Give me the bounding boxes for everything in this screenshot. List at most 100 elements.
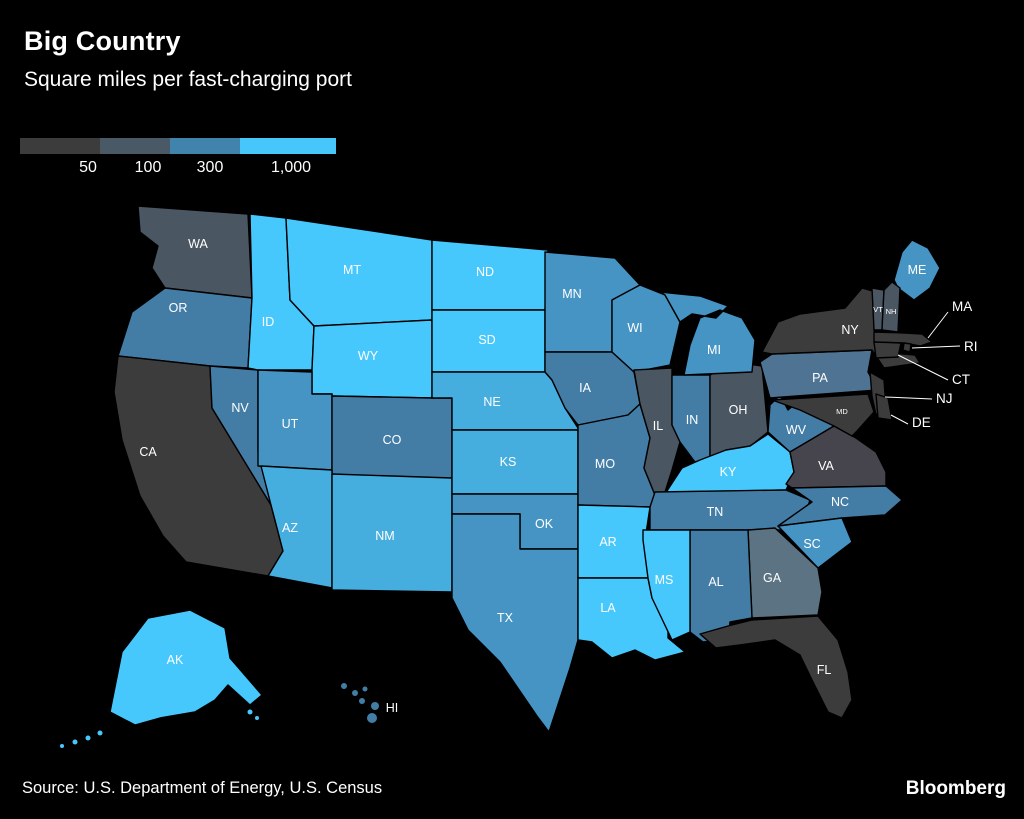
state-label-NM: NM [375, 529, 394, 543]
state-DE [875, 393, 893, 421]
state-label-OR: OR [169, 301, 188, 315]
leader-line-ct [897, 354, 949, 381]
state-AZ [260, 465, 333, 589]
state-label-TN: TN [707, 505, 724, 519]
state-label-MI: MI [707, 343, 721, 357]
hi-island [352, 690, 358, 696]
bloomberg-logo: Bloomberg [905, 778, 1006, 799]
state-label-NV: NV [231, 401, 249, 415]
state-label-MT: MT [343, 263, 361, 277]
state-AK [109, 609, 263, 726]
state-label-LA: LA [600, 601, 616, 615]
state-label-AZ: AZ [282, 521, 298, 535]
state-label-AL: AL [708, 575, 723, 589]
state-label-VT: VT [873, 305, 883, 314]
leader-line-ri [911, 345, 961, 349]
state-shapes [60, 205, 941, 748]
state-label-GA: GA [763, 571, 782, 585]
hi-island [362, 686, 368, 692]
state-label-SC: SC [803, 537, 820, 551]
legend-label-300: 300 [196, 159, 224, 176]
hi-island [371, 702, 379, 710]
state-label-SD: SD [478, 333, 495, 347]
state-SC [777, 517, 853, 569]
state-label-ND: ND [476, 265, 494, 279]
ak-aleutian-island [97, 730, 103, 736]
state-WA [137, 205, 253, 299]
state-label-KY: KY [720, 465, 737, 479]
leader-line-de [890, 414, 909, 425]
state-label-AK: AK [167, 653, 184, 667]
state-label-ME: ME [908, 263, 927, 277]
state-label-IA: IA [579, 381, 591, 395]
state-label-IL: IL [653, 419, 663, 433]
state-label-MD: MD [836, 407, 848, 416]
state-label-WV: WV [786, 423, 807, 437]
state-MI [659, 291, 756, 376]
state-label-CT-ext: CT [952, 372, 970, 387]
hi-island [367, 713, 377, 723]
state-OR [117, 287, 253, 369]
legend-swatch-dark [100, 138, 170, 154]
state-label-OK: OK [535, 517, 554, 531]
state-label-DE-ext: DE [912, 415, 931, 430]
legend-label-100: 100 [134, 159, 162, 176]
state-NC [777, 485, 903, 527]
state-label-IN: IN [686, 413, 699, 427]
state-label-NC: NC [831, 495, 849, 509]
state-MS [642, 529, 691, 641]
state-label-MO: MO [595, 457, 615, 471]
state-label-WA: WA [188, 237, 208, 251]
state-TX [451, 513, 579, 733]
ak-southeast-island [247, 709, 253, 715]
page-subtitle: Square miles per fast-charging port [24, 68, 352, 91]
state-label-RI-ext: RI [964, 339, 978, 354]
state-label-WI: WI [627, 321, 642, 335]
state-label-PA: PA [812, 371, 828, 385]
state-label-NE: NE [483, 395, 500, 409]
state-UT [257, 369, 333, 471]
ak-aleutian-island [72, 739, 78, 745]
state-CT [873, 341, 902, 359]
state-label-AR: AR [599, 535, 616, 549]
state-FL [699, 615, 853, 719]
ak-aleutian-island [85, 735, 91, 741]
legend-bar [20, 138, 336, 154]
state-label-NY: NY [841, 323, 859, 337]
hi-island [341, 683, 347, 689]
state-NH [881, 281, 901, 333]
state-label-MS: MS [655, 573, 674, 587]
state-label-ID: ID [262, 315, 275, 329]
state-label-MN: MN [562, 287, 581, 301]
legend-label-50: 50 [79, 159, 97, 176]
state-label-MA-ext: MA [952, 299, 972, 314]
state-label-UT: UT [282, 417, 299, 431]
state-label-VA: VA [818, 459, 834, 473]
state-WI [611, 284, 681, 373]
state-RI [902, 342, 912, 353]
ak-southeast-island [255, 716, 259, 720]
state-label-HI: HI [386, 701, 399, 715]
state-label-OH: OH [729, 403, 748, 417]
leader-lines [884, 311, 961, 425]
color-legend: 50 100 300 1,000 [20, 138, 336, 181]
state-label-TX: TX [497, 611, 514, 625]
hi-island [359, 698, 365, 704]
state-labels: WA OR CA NV ID MT WY UT CO AZ NM ND SD N… [139, 237, 977, 715]
state-label-CO: CO [383, 433, 402, 447]
legend-labels: 50 100 300 1,000 [20, 159, 336, 181]
state-label-NH: NH [886, 307, 897, 316]
legend-swatch-light [240, 138, 336, 154]
state-ME [893, 239, 941, 301]
state-MD [771, 393, 875, 437]
state-label-KS: KS [500, 455, 517, 469]
source-text: Source: U.S. Department of Energy, U.S. … [22, 779, 383, 797]
legend-swatch-darkest [20, 138, 100, 154]
state-label-FL: FL [817, 663, 832, 677]
legend-swatch-medium [170, 138, 240, 154]
leader-line-nj [884, 396, 933, 400]
legend-label-1000: 1,000 [270, 159, 312, 176]
ak-aleutian-island [60, 744, 64, 748]
page-title: Big Country [24, 26, 181, 56]
